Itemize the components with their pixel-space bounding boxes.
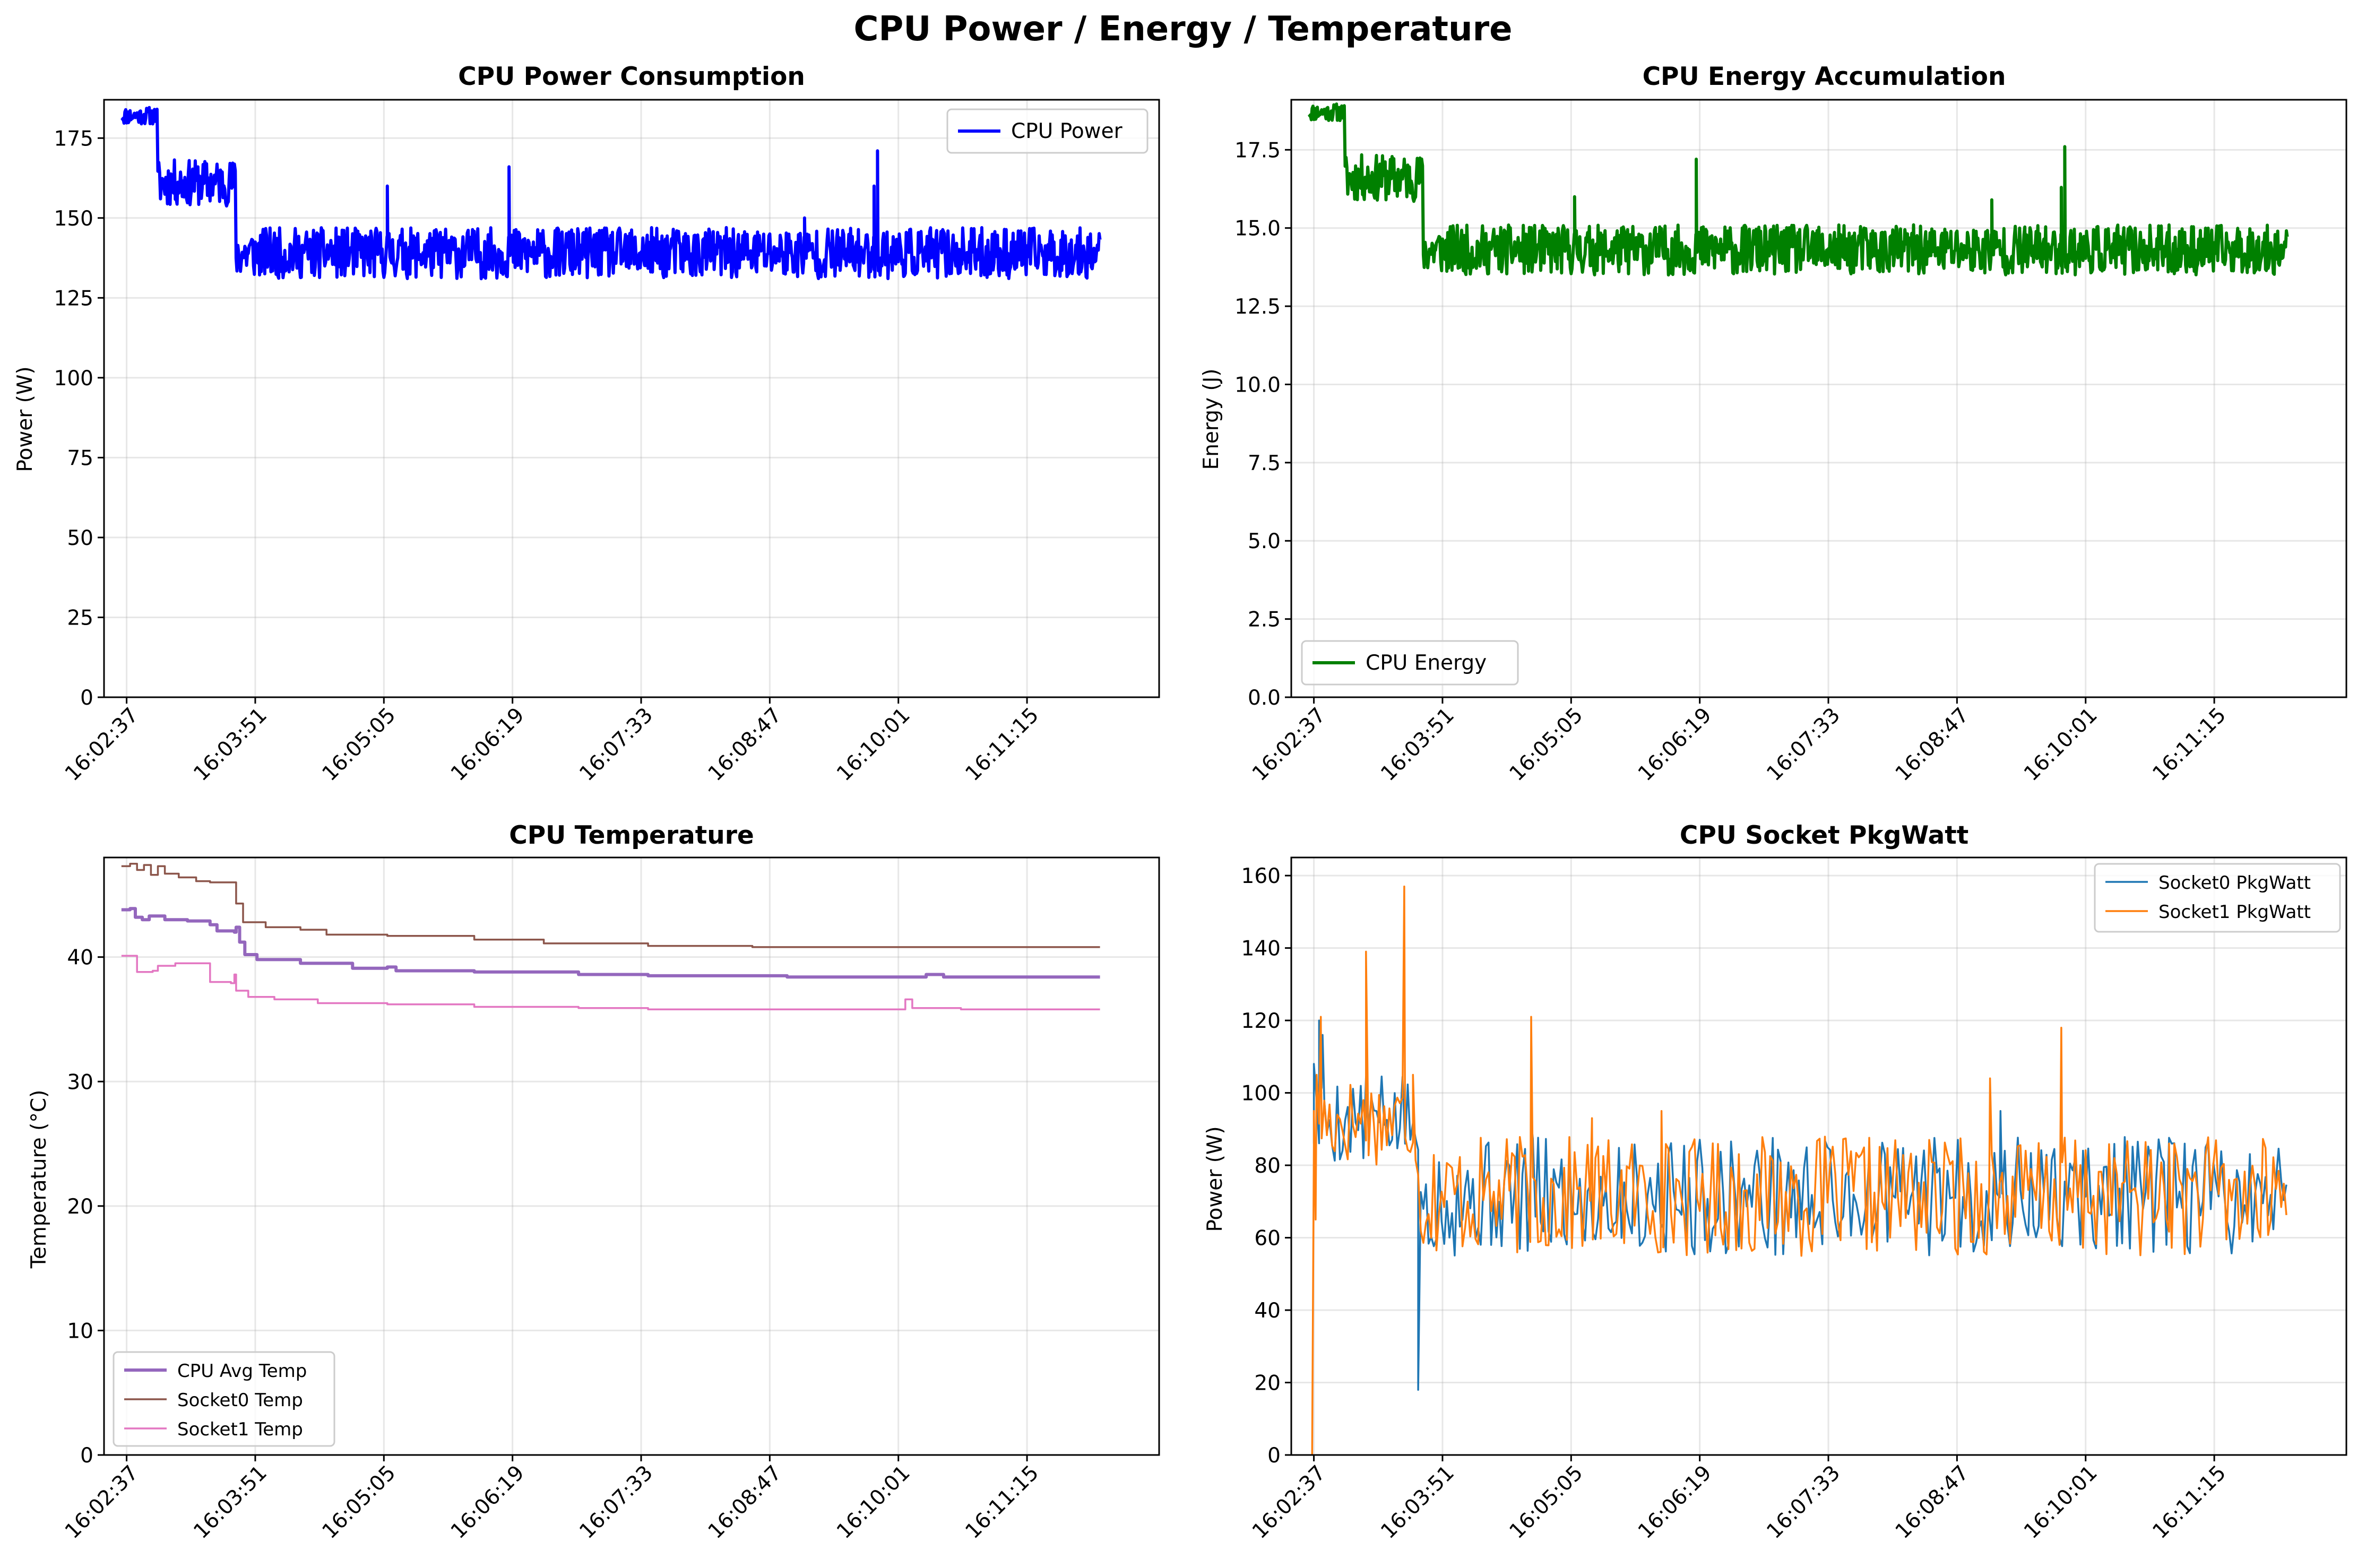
legend-box (2094, 863, 2341, 933)
power-y-axis-label: Power (W) (13, 366, 37, 472)
y-tick-label: 140 (1241, 937, 1281, 961)
y-tick-label: 5.0 (1248, 530, 1281, 553)
temp-series-line-0 (121, 907, 1100, 979)
y-tick-label: 17.5 (1234, 138, 1281, 162)
socket-legend: Socket0 PkgWatt Socket1 PkgWatt (2094, 863, 2341, 933)
y-tick-label: 20 (1254, 1372, 1281, 1396)
legend-box (946, 108, 1149, 154)
power-series-line-0 (120, 106, 1102, 281)
legend-label: Socket0 PkgWatt (2158, 872, 2311, 894)
y-tick-label: 20 (67, 1195, 93, 1219)
y-tick-label: 25 (67, 606, 93, 630)
y-tick-label: 30 (67, 1070, 93, 1094)
plot-frame (1290, 99, 2347, 698)
y-tick-label: 175 (54, 127, 93, 151)
legend-label: Socket1 Temp (177, 1419, 303, 1440)
legend-label: CPU Avg Temp (177, 1361, 307, 1382)
y-tick-label: 125 (54, 287, 93, 310)
y-tick-label: 0 (80, 686, 93, 710)
y-tick-label: 100 (1241, 1082, 1281, 1106)
temp-series-line-1 (121, 862, 1100, 948)
temperature-y-axis-label: Temperature (°C) (27, 1090, 51, 1269)
socket-series-line-0 (1312, 1019, 2287, 1391)
y-tick-label: 15.0 (1234, 217, 1281, 241)
y-tick-label: 100 (54, 367, 93, 391)
y-tick-label: 60 (1254, 1227, 1281, 1251)
y-tick-label: 2.5 (1248, 608, 1281, 632)
y-tick-label: 10 (67, 1319, 93, 1343)
y-tick-label: 150 (54, 207, 93, 231)
y-tick-label: 0 (80, 1444, 93, 1468)
energy-chart-title: CPU Energy Accumulation (1643, 62, 2006, 91)
socket-series-line-1 (1311, 885, 2287, 1455)
y-tick-label: 40 (67, 946, 93, 970)
y-tick-label: 12.5 (1234, 295, 1281, 319)
socket-y-axis-label: Power (W) (1203, 1126, 1227, 1232)
energy-y-axis-label: Energy (J) (1199, 369, 1223, 470)
power-chart-title: CPU Power Consumption (458, 62, 805, 91)
legend-label: CPU Power (1011, 119, 1123, 143)
plot-frame (103, 856, 1160, 1456)
y-tick-label: 160 (1241, 864, 1281, 888)
y-tick-label: 40 (1254, 1299, 1281, 1323)
temp-series-line-2 (121, 955, 1100, 1010)
legend-box (113, 1351, 335, 1447)
energy-series-line-0 (1308, 102, 2289, 277)
y-tick-label: 50 (67, 526, 93, 550)
temp-legend: CPU Avg Temp Socket0 Temp Socket1 Temp (113, 1351, 335, 1447)
power-legend: CPU Power (946, 108, 1149, 154)
legend-label: Socket0 Temp (177, 1390, 303, 1411)
socket-chart-title: CPU Socket PkgWatt (1680, 821, 1968, 850)
temperature-chart-title: CPU Temperature (509, 821, 754, 850)
y-tick-label: 120 (1241, 1009, 1281, 1033)
y-tick-label: 80 (1254, 1154, 1281, 1178)
legend-box (1301, 640, 1519, 686)
y-tick-label: 10.0 (1234, 373, 1281, 397)
legend-label: CPU Energy (1366, 651, 1487, 675)
y-tick-label: 75 (67, 446, 93, 470)
y-tick-label: 7.5 (1248, 452, 1281, 475)
y-tick-label: 0 (1267, 1444, 1281, 1468)
y-tick-label: 0.0 (1248, 686, 1281, 710)
plot-frame (1290, 856, 2347, 1456)
figure-suptitle: CPU Power / Energy / Temperature (853, 10, 1512, 49)
legend-label: Socket1 PkgWatt (2158, 902, 2311, 923)
energy-legend: CPU Energy (1301, 640, 1519, 686)
plot-frame (103, 99, 1160, 698)
